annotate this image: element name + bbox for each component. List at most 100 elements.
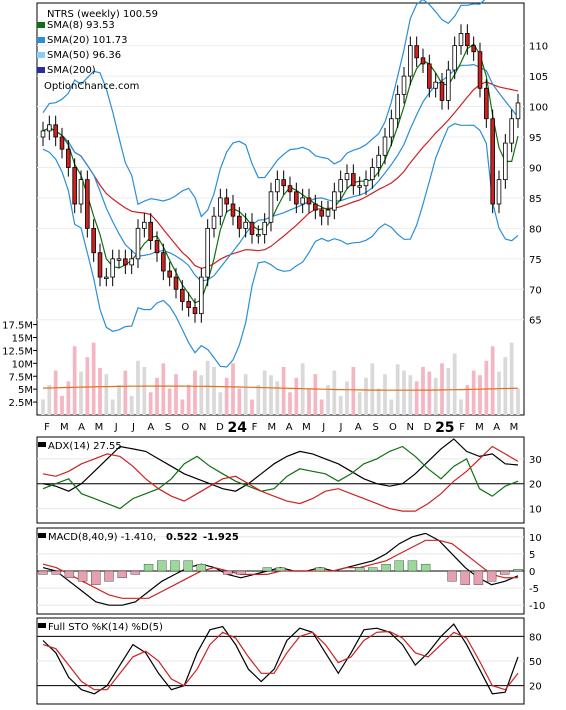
g-macd-y-tick: -5 <box>529 584 539 595</box>
volume-bar <box>307 388 311 415</box>
volume-bar <box>490 346 495 415</box>
volume-bar <box>66 381 71 415</box>
price-y-tick: 90 <box>529 163 542 174</box>
macd-histogram-bar <box>420 563 431 572</box>
candle <box>91 227 96 254</box>
volume-bar <box>414 381 419 415</box>
x-month-label: 25 <box>435 420 454 436</box>
candle <box>268 191 274 223</box>
price-y-tick: 95 <box>529 133 542 144</box>
volume-bar <box>231 363 235 415</box>
x-month-label: S <box>372 422 378 433</box>
volume-bar <box>199 375 204 415</box>
volume-bar <box>129 395 134 415</box>
adx-label: ADX(14) 27.55 <box>48 441 122 452</box>
price-y-tick: 80 <box>529 224 542 235</box>
candle <box>420 57 426 65</box>
x-month-label: M <box>95 422 104 433</box>
macd-histogram-bar <box>447 570 457 582</box>
candle <box>515 102 521 120</box>
price-y-tick: 105 <box>529 72 548 83</box>
x-month-label: S <box>165 422 171 433</box>
x-month-label: F <box>44 422 50 433</box>
volume-bar <box>509 342 514 415</box>
g-sto-series-line <box>42 623 519 695</box>
candle <box>338 179 343 193</box>
candle <box>135 227 141 260</box>
x-month-label: M <box>475 422 484 433</box>
volume-bar <box>370 363 375 415</box>
macd-histogram-bar <box>117 570 127 579</box>
candle <box>148 221 153 241</box>
sto-label: Full STO %K(14) %D(5) <box>48 622 163 633</box>
g-sto-y-tick: 80 <box>529 632 542 643</box>
candle <box>237 215 242 229</box>
volume-bar <box>123 370 128 415</box>
candle <box>249 221 255 235</box>
volume-bar <box>446 367 451 415</box>
sma50-swatch <box>37 52 45 58</box>
x-month-label: A <box>493 422 500 433</box>
x-month-label: A <box>286 422 293 433</box>
volume-y-tick: 15M <box>12 334 33 345</box>
volume-bar <box>186 385 191 415</box>
candle <box>173 276 179 290</box>
sma8-legend: SMA(8) 93.53 <box>47 20 115 31</box>
volume-bar <box>338 395 343 415</box>
sma8-swatch <box>37 22 45 28</box>
volume-bar <box>497 371 501 415</box>
candle <box>306 197 312 205</box>
g-adx-series-line <box>42 438 519 492</box>
macd-histogram-bar <box>236 570 246 575</box>
candle <box>287 185 293 193</box>
volume-bar <box>243 374 248 415</box>
volume-bar <box>427 371 432 415</box>
candle <box>319 209 324 217</box>
candle <box>161 252 166 272</box>
macd-histogram-bar <box>381 563 391 572</box>
candle <box>53 124 58 138</box>
volume-sma-line <box>42 385 519 391</box>
candle <box>401 75 407 95</box>
candle <box>275 179 280 193</box>
volume-bar <box>288 392 292 415</box>
g-macd-y-tick: 10 <box>529 533 542 544</box>
sma200-legend: SMA(200) <box>47 65 96 76</box>
volume-bar <box>161 363 166 415</box>
price-y-tick: 110 <box>529 42 548 53</box>
candle <box>218 197 223 217</box>
price-y-tick: 85 <box>529 194 542 205</box>
candle <box>357 185 362 188</box>
candle <box>66 148 71 168</box>
candle <box>199 276 204 315</box>
macd-histogram-bar <box>104 570 114 582</box>
x-month-label: 24 <box>228 420 248 436</box>
macd-histogram-bar <box>513 569 523 572</box>
macd-histogram-bar <box>157 560 167 572</box>
macd-histogram-bar <box>196 563 207 572</box>
candle <box>154 240 160 254</box>
sma8-line <box>42 43 519 304</box>
g-adx-y-tick: 20 <box>529 480 542 491</box>
macd-histogram-bar <box>354 567 365 572</box>
candle <box>59 136 65 150</box>
candle <box>414 45 419 59</box>
candle <box>243 221 248 229</box>
macd-histogram-bar <box>460 570 470 585</box>
volume-bar <box>376 388 381 415</box>
macd-val3: -1.925 <box>203 532 239 543</box>
macd-swatch <box>38 533 46 538</box>
candle <box>116 258 122 261</box>
volume-bar <box>516 388 520 415</box>
price-y-tick: 75 <box>529 255 542 266</box>
sto-legend: Full STO %K(14) %D(5) <box>38 622 163 633</box>
g-adx-y-tick: 30 <box>529 455 542 466</box>
candle <box>496 179 502 205</box>
volume-bar <box>148 392 153 415</box>
candle <box>376 154 381 168</box>
candle <box>256 234 261 237</box>
volume-bar <box>256 385 261 415</box>
candle <box>389 118 394 138</box>
volume-bar <box>459 399 463 415</box>
price-y-tick: 100 <box>529 103 548 114</box>
